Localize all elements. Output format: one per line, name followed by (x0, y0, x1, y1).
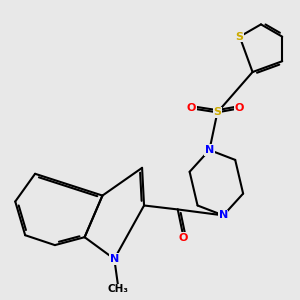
Text: N: N (219, 210, 228, 220)
Text: N: N (110, 254, 119, 264)
Text: S: S (236, 32, 244, 42)
Text: O: O (179, 233, 188, 243)
Text: N: N (205, 145, 214, 155)
Text: O: O (235, 103, 244, 113)
Text: S: S (213, 107, 221, 117)
Text: CH₃: CH₃ (108, 284, 129, 295)
Text: O: O (187, 103, 196, 113)
